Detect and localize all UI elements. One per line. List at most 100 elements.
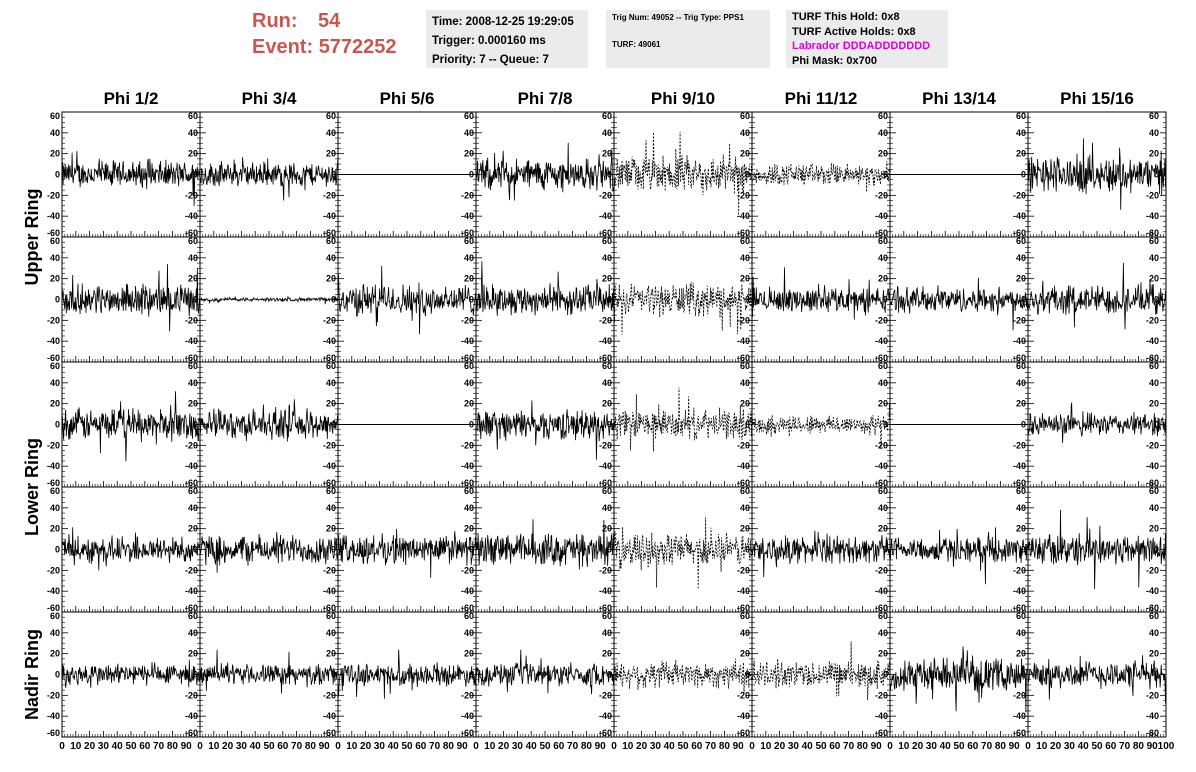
x-tick-label: 80 bbox=[581, 741, 593, 752]
y-tick-label: -40 bbox=[1146, 711, 1159, 721]
y-tick-label: -60 bbox=[185, 228, 198, 238]
y-tick-label: 20 bbox=[50, 274, 60, 284]
run-label: Run: bbox=[252, 10, 298, 32]
y-tick-label: 20 bbox=[740, 274, 750, 284]
y-tick-label: 0 bbox=[331, 670, 336, 680]
x-tick-label: 50 bbox=[401, 741, 413, 752]
y-tick-label: -60 bbox=[875, 728, 888, 738]
y-tick-label: 20 bbox=[1149, 649, 1159, 659]
y-tick-label: -60 bbox=[185, 728, 198, 738]
y-tick-label: 40 bbox=[1149, 503, 1159, 513]
y-tick-label: 40 bbox=[1149, 628, 1159, 638]
y-tick-label: 60 bbox=[878, 361, 888, 371]
x-tick-label: 90 bbox=[871, 741, 883, 752]
y-tick-label: -40 bbox=[599, 211, 612, 221]
x-tick-label: 40 bbox=[802, 741, 814, 752]
y-tick-label: 40 bbox=[188, 378, 198, 388]
y-tick-label: -40 bbox=[1013, 211, 1026, 221]
waveform-trace bbox=[61, 391, 201, 462]
run-line: Run: 54 bbox=[252, 8, 397, 34]
x-tick-label: 20 bbox=[774, 741, 786, 752]
waveform-trace bbox=[199, 532, 339, 573]
y-tick-label: -20 bbox=[185, 690, 198, 700]
y-tick-label: -40 bbox=[1146, 336, 1159, 346]
y-tick-label: 40 bbox=[740, 503, 750, 513]
y-tick-label: -40 bbox=[599, 711, 612, 721]
y-tick-label: 0 bbox=[1154, 295, 1159, 305]
y-tick-label: 60 bbox=[740, 486, 750, 496]
trig-num-text: Trig Num: 49052 -- Trig Type: PPS1 bbox=[612, 13, 744, 22]
waveform-trace bbox=[889, 527, 1029, 585]
y-tick-label: 20 bbox=[326, 149, 336, 159]
y-tick-label: 0 bbox=[1154, 545, 1159, 555]
waveform-trace bbox=[475, 649, 615, 695]
x-tick-label: 40 bbox=[388, 741, 400, 752]
y-tick-label: 60 bbox=[1016, 236, 1026, 246]
waveform-trace bbox=[199, 399, 339, 442]
waveform-trace bbox=[1027, 138, 1167, 210]
y-tick-label: -20 bbox=[875, 315, 888, 325]
y-tick-label: 20 bbox=[188, 399, 198, 409]
waveform-trace bbox=[61, 659, 201, 688]
y-tick-label: 20 bbox=[878, 149, 888, 159]
x-tick-label: 30 bbox=[512, 741, 524, 752]
y-tick-label: 40 bbox=[50, 253, 60, 263]
y-tick-label: 20 bbox=[50, 649, 60, 659]
y-tick-label: 60 bbox=[326, 236, 336, 246]
waveform-trace bbox=[1027, 262, 1167, 330]
y-tick-label: 20 bbox=[464, 149, 474, 159]
y-tick-label: 20 bbox=[464, 649, 474, 659]
y-tick-label: 40 bbox=[1016, 628, 1026, 638]
waveform-trace bbox=[751, 641, 891, 701]
y-tick-label: 40 bbox=[188, 128, 198, 138]
y-tick-label: 40 bbox=[1016, 378, 1026, 388]
x-tick-label: 10 bbox=[484, 741, 496, 752]
y-tick-label: 0 bbox=[331, 420, 336, 430]
y-tick-label: -20 bbox=[461, 565, 474, 575]
y-tick-label: 40 bbox=[740, 628, 750, 638]
y-tick-label: -60 bbox=[737, 478, 750, 488]
y-tick-label: -20 bbox=[47, 315, 60, 325]
waveform-trace bbox=[199, 157, 339, 201]
y-tick-label: -40 bbox=[737, 211, 750, 221]
y-tick-label: 60 bbox=[1016, 361, 1026, 371]
y-tick-label: 20 bbox=[878, 524, 888, 534]
y-tick-label: 60 bbox=[878, 611, 888, 621]
y-tick-label: 0 bbox=[331, 545, 336, 555]
y-tick-label: 40 bbox=[878, 128, 888, 138]
y-tick-label: -20 bbox=[875, 565, 888, 575]
y-tick-label: 60 bbox=[464, 361, 474, 371]
column-title: Phi 7/8 bbox=[518, 89, 573, 108]
x-tick-label: 80 bbox=[995, 741, 1007, 752]
waveform-trace bbox=[475, 261, 615, 316]
y-tick-label: -40 bbox=[47, 336, 60, 346]
x-tick-label: 0 bbox=[473, 741, 479, 752]
y-tick-label: 60 bbox=[188, 611, 198, 621]
x-tick-label: 40 bbox=[1078, 741, 1090, 752]
y-tick-label: -40 bbox=[461, 336, 474, 346]
y-tick-label: -60 bbox=[737, 228, 750, 238]
waveform-trace bbox=[61, 527, 201, 571]
x-tick-label: 40 bbox=[664, 741, 676, 752]
y-tick-label: -60 bbox=[47, 478, 60, 488]
y-tick-label: 40 bbox=[50, 503, 60, 513]
y-tick-label: -60 bbox=[1013, 478, 1026, 488]
y-tick-label: 40 bbox=[1016, 253, 1026, 263]
y-tick-label: 20 bbox=[878, 399, 888, 409]
x-tick-label: 10 bbox=[760, 741, 772, 752]
y-tick-label: 40 bbox=[50, 628, 60, 638]
x-tick-label: 10 bbox=[346, 741, 358, 752]
x-tick-label: 0 bbox=[611, 741, 617, 752]
y-tick-label: -20 bbox=[599, 440, 612, 450]
y-tick-label: 0 bbox=[55, 670, 60, 680]
x-tick-label: 70 bbox=[1119, 741, 1131, 752]
priority-text: Priority: 7 -- Queue: 7 bbox=[432, 54, 549, 66]
y-tick-label: -20 bbox=[461, 190, 474, 200]
y-tick-label: 20 bbox=[188, 649, 198, 659]
y-tick-label: 60 bbox=[326, 111, 336, 121]
y-tick-label: 20 bbox=[326, 399, 336, 409]
y-tick-label: -60 bbox=[875, 353, 888, 363]
y-tick-label: 20 bbox=[464, 274, 474, 284]
y-tick-label: 40 bbox=[464, 253, 474, 263]
y-tick-label: 60 bbox=[188, 236, 198, 246]
